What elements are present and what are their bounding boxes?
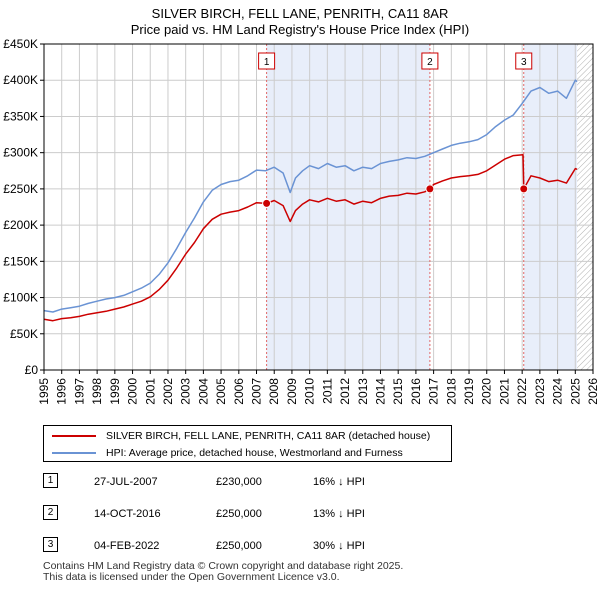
sale-point[interactable]: [262, 198, 272, 208]
x-tick-label: 1999: [108, 378, 122, 405]
x-tick-label: 2005: [214, 378, 228, 405]
x-tick-label: 2024: [551, 378, 565, 405]
footer-licence: This data is licensed under the Open Gov…: [43, 571, 340, 583]
x-tick-label: 1998: [90, 378, 104, 405]
y-tick-label: £100K: [3, 291, 38, 305]
price-paid-line: [43, 154, 578, 322]
legend-item-price: SILVER BIRCH, FELL LANE, PENRITH, CA11 8…: [52, 427, 430, 445]
sale-hpi-diff: 13% ↓ HPI: [313, 508, 365, 520]
chart-subtitle: Price paid vs. HM Land Registry's House …: [130, 22, 470, 37]
hpi-line: [43, 79, 578, 313]
x-tick-label: 2020: [480, 378, 494, 405]
y-tick-label: £250K: [3, 182, 38, 196]
x-tick-label: 2007: [250, 378, 264, 405]
x-tick-label: 2003: [179, 378, 193, 405]
x-tick-label: 2011: [320, 378, 334, 404]
x-tick-label: 2018: [444, 378, 458, 405]
sale-price: £250,000: [216, 540, 262, 552]
y-tick-label: £0: [25, 363, 39, 377]
sale-label-text: 2: [427, 57, 433, 68]
legend-hpi-label: HPI: Average price, detached house, West…: [106, 447, 403, 459]
sale-label-box: [421, 52, 439, 70]
x-tick-label: 2001: [143, 378, 157, 405]
y-tick-label: £50K: [10, 327, 38, 341]
sale-point[interactable]: [519, 184, 529, 194]
x-tick-label: 2022: [515, 378, 529, 405]
x-tick-label: 1996: [55, 378, 69, 405]
sale-label-box: [515, 52, 533, 70]
sale-point[interactable]: [425, 184, 435, 194]
x-tick-label: 2021: [497, 378, 511, 405]
legend-price-label: SILVER BIRCH, FELL LANE, PENRITH, CA11 8…: [106, 430, 431, 442]
plot-frame: [43, 43, 594, 371]
y-tick-label: £300K: [3, 146, 38, 160]
price-chart: 1 2 3 £0 £50K £100K £150K £200K £250K £300K £350K…: [3, 37, 600, 405]
x-tick-label: 2017: [427, 378, 441, 405]
sale-row: 2 14-OCT-2016 £250,000 13% ↓ HPI: [43, 502, 463, 528]
forecast-hatch: [577, 44, 593, 370]
x-tick-label: 2013: [356, 378, 370, 405]
x-tick-label: 2010: [303, 378, 317, 405]
x-tick-label: 2014: [373, 378, 387, 405]
y-tick-label: £450K: [3, 37, 38, 51]
x-tick-label: 1997: [72, 378, 86, 405]
sale-label-box: [258, 52, 276, 70]
chart-legend: SILVER BIRCH, FELL LANE, PENRITH, CA11 8…: [43, 425, 452, 462]
sale-date: 04-FEB-2022: [94, 540, 160, 552]
x-tick-label: 1995: [37, 378, 51, 405]
x-tick-label: 2023: [533, 378, 547, 405]
sale-price: £230,000: [216, 476, 262, 488]
y-tick-label: £350K: [3, 109, 38, 123]
sale-number-badge: 3: [43, 537, 58, 552]
x-tick-label: 2004: [196, 378, 210, 405]
ownership-shade: [523, 44, 578, 370]
x-tick-label: 2012: [338, 378, 352, 405]
x-tick-label: 2002: [161, 378, 175, 405]
y-tick-label: £200K: [3, 218, 38, 232]
sale-row: 1 27-JUL-2007 £230,000 16% ↓ HPI: [43, 470, 463, 496]
x-tick-label: 2019: [462, 378, 476, 405]
legend-item-hpi: HPI: Average price, detached house, West…: [52, 444, 403, 462]
x-tick-label: 2008: [267, 378, 281, 405]
sale-price: £250,000: [216, 508, 262, 520]
x-tick-label: 2000: [126, 378, 140, 405]
y-tick-label: £400K: [3, 73, 38, 87]
legend-price-swatch: [52, 435, 96, 437]
sale-row: 3 04-FEB-2022 £250,000 30% ↓ HPI: [43, 534, 463, 560]
x-tick-label: 2025: [568, 378, 582, 405]
x-tick-label: 2006: [232, 378, 246, 405]
x-tick-label: 2026: [586, 378, 600, 405]
x-tick-label: 2009: [285, 378, 299, 405]
sale-label-text: 3: [521, 57, 527, 68]
sale-date: 27-JUL-2007: [94, 476, 158, 488]
chart-title: SILVER BIRCH, FELL LANE, PENRITH, CA11 8…: [151, 6, 449, 21]
x-tick-label: 2015: [391, 378, 405, 405]
sale-hpi-diff: 30% ↓ HPI: [313, 540, 365, 552]
sale-label-text: 1: [264, 57, 270, 68]
legend-hpi-swatch: [52, 452, 96, 454]
y-tick-label: £150K: [3, 254, 38, 268]
ownership-shade: [266, 44, 430, 370]
sale-date: 14-OCT-2016: [94, 508, 161, 520]
footer: Contains HM Land Registry data © Crown c…: [43, 561, 403, 583]
x-tick-label: 2016: [409, 378, 423, 405]
footer-copyright: Contains HM Land Registry data © Crown c…: [43, 560, 404, 572]
sale-number-badge: 1: [43, 473, 58, 488]
sale-number-badge: 2: [43, 505, 58, 520]
sale-hpi-diff: 16% ↓ HPI: [313, 476, 365, 488]
